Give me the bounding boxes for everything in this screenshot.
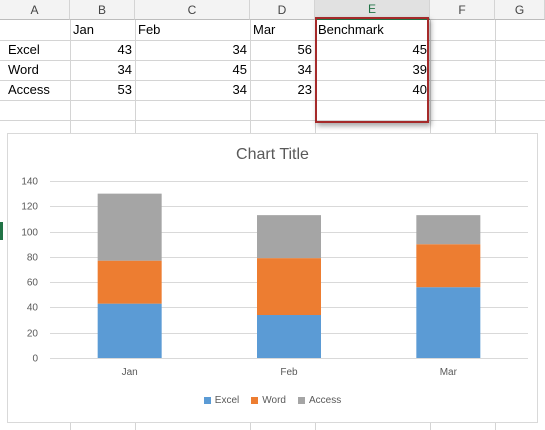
column-header-g[interactable]: G — [495, 0, 545, 20]
benchmark-highlight-box — [315, 17, 429, 123]
cell-c3[interactable]: 45 — [232, 62, 247, 77]
cell-c2[interactable]: 34 — [232, 42, 247, 57]
legend-item-excel: Excel — [203, 395, 240, 406]
cell-a2[interactable]: Excel — [8, 42, 40, 57]
cell-d2[interactable]: 56 — [297, 42, 312, 57]
column-header-label: D — [277, 2, 287, 17]
bar-access-feb[interactable] — [257, 215, 321, 259]
y-tick-label: 40 — [27, 303, 39, 314]
x-tick-label: Mar — [440, 367, 458, 378]
column-header-label: E — [367, 2, 376, 16]
cell-d3[interactable]: 34 — [297, 62, 312, 77]
legend-label-access: Access — [308, 395, 342, 406]
column-header-label: F — [458, 2, 466, 17]
bar-word-mar[interactable] — [416, 244, 481, 288]
legend-label-word: Word — [262, 395, 286, 406]
legend-item-word: Word — [251, 395, 286, 406]
cell-e2[interactable]: 45 — [412, 42, 427, 57]
row-selection-marker — [0, 222, 3, 240]
cell-d1[interactable]: Mar — [253, 22, 276, 37]
cell-d4[interactable]: 23 — [297, 82, 312, 97]
y-tick-label: 20 — [27, 329, 39, 340]
column-header-label: B — [97, 2, 106, 17]
column-header-label: A — [30, 2, 39, 17]
cell-b2[interactable]: 43 — [117, 42, 132, 57]
cell-b3[interactable]: 34 — [117, 62, 132, 77]
column-header-b[interactable]: B — [70, 0, 135, 20]
column-header-e[interactable]: E — [315, 0, 430, 20]
cell-e3[interactable]: 39 — [412, 62, 427, 77]
cell-a4[interactable]: Access — [8, 82, 50, 97]
y-tick-label: 100 — [21, 228, 38, 239]
cell-c4[interactable]: 34 — [232, 82, 247, 97]
column-header-label: C — [187, 2, 197, 17]
cell-a1[interactable]: Jan — [73, 22, 94, 37]
bar-excel-jan[interactable] — [97, 303, 162, 358]
legend-swatch-access — [297, 397, 305, 404]
column-header-d[interactable]: D — [250, 0, 315, 20]
column-header-label: G — [514, 2, 525, 17]
cell-b4[interactable]: 53 — [117, 82, 132, 97]
cell-a3[interactable]: Word — [8, 62, 39, 77]
legend-swatch-word — [251, 397, 259, 404]
column-header-c[interactable]: C — [135, 0, 250, 20]
y-tick-label: 80 — [27, 253, 39, 264]
x-tick-label: Jan — [122, 367, 138, 378]
bar-access-mar[interactable] — [416, 215, 481, 245]
x-tick-label: Feb — [280, 367, 298, 378]
column-header-a[interactable]: A — [0, 0, 70, 20]
y-tick-label: 0 — [32, 354, 38, 365]
bar-access-jan[interactable] — [97, 193, 162, 261]
bar-word-feb[interactable] — [257, 258, 321, 316]
chart-plot-area[interactable]: 0 20 40 60 80 100 120 140 Jan Feb Mar — [8, 134, 539, 424]
chart-title[interactable]: Chart Title — [236, 146, 309, 163]
y-tick-label: 60 — [27, 278, 39, 289]
cell-e4[interactable]: 40 — [412, 82, 427, 97]
y-tick-label: 120 — [21, 202, 38, 213]
legend-label-excel: Excel — [214, 395, 240, 406]
legend-item-access: Access — [297, 395, 342, 406]
cell-c1[interactable]: Feb — [138, 22, 161, 37]
bar-excel-mar[interactable] — [416, 287, 481, 358]
chart-legend[interactable]: Excel Word Access — [8, 395, 537, 406]
bar-excel-feb[interactable] — [257, 315, 321, 358]
column-header-f[interactable]: F — [430, 0, 495, 20]
y-tick-label: 140 — [21, 177, 38, 188]
cell-e1[interactable]: Benchmark — [318, 22, 384, 37]
bar-word-jan[interactable] — [97, 260, 162, 304]
legend-swatch-excel — [203, 397, 211, 404]
chart-area[interactable]: Chart Title 0 20 40 60 80 100 120 140 Jan Feb Mar … — [7, 133, 538, 423]
